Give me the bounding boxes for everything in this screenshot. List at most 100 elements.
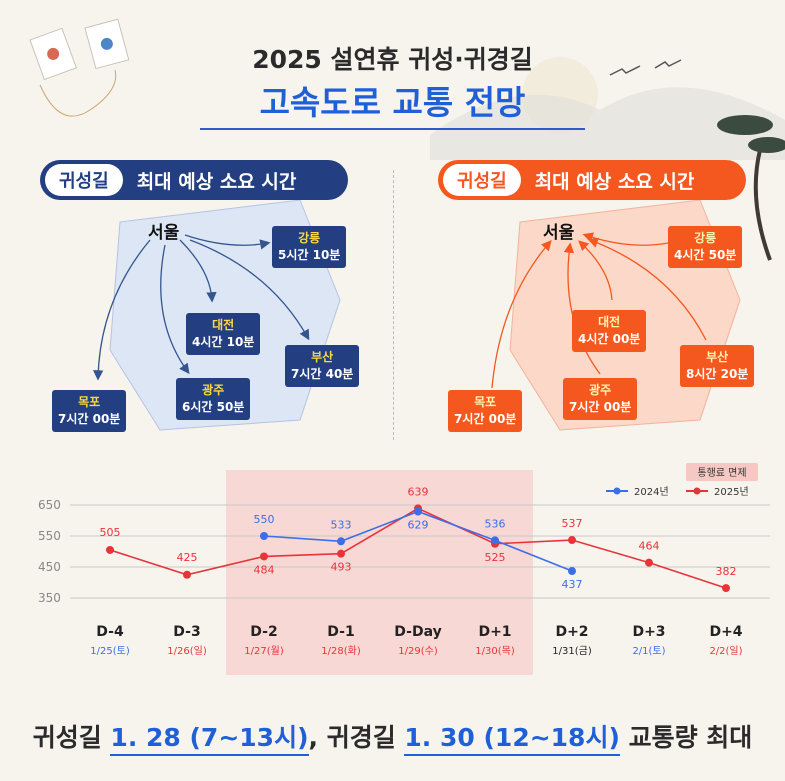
legend-marker: [613, 487, 621, 495]
kite-shape: [84, 18, 130, 70]
route-gangneung-left: 강릉 5시간 10분: [272, 226, 347, 268]
route-mokpo-right: 목포 7시간 00분: [448, 390, 523, 432]
homebound-header: 귀성길 최대 예상 소요 시간: [40, 160, 348, 200]
x-tick-label: D+2: [555, 624, 588, 640]
homebound-label: 최대 예상 소요 시간: [136, 170, 297, 193]
data-label: 437: [562, 578, 583, 591]
data-label: 464: [639, 540, 660, 553]
data-label: 536: [485, 517, 506, 530]
y-tick-label: 350: [38, 591, 61, 605]
kite-shape: [29, 27, 77, 81]
route-gwangju-left: 광주 6시간 50분: [176, 378, 251, 420]
footer-summary: 귀성길 1. 28 (7~13시), 귀경길 1. 30 (12~18시) 교통…: [0, 718, 785, 756]
mountain-shape: [430, 87, 785, 160]
data-point: [337, 549, 345, 558]
route-arrows: [93, 232, 707, 389]
data-label: 629: [408, 519, 429, 532]
data-point: [568, 536, 576, 545]
toll-free-label: 통행료 면제: [697, 467, 746, 479]
crane-bird-shape: [654, 59, 682, 69]
route-gwangju-right: 광주 7시간 00분: [563, 378, 638, 420]
arrow-from-daejeon: [578, 240, 613, 301]
data-point: [260, 552, 268, 561]
arrow-from-busan: [587, 237, 707, 341]
route-gangneung-right: 강릉 4시간 50분: [668, 226, 743, 268]
x-tick-label: D-3: [173, 624, 200, 640]
route-busan-right: 부산 8시간 20분: [680, 345, 755, 387]
x-date-label: 1/31(금): [552, 645, 592, 657]
data-point: [260, 532, 268, 540]
data-point: [645, 558, 653, 567]
data-point: [414, 507, 422, 516]
footer-highlight-1: 1. 28 (7~13시): [110, 723, 309, 756]
data-label: 484: [254, 563, 275, 576]
x-date-label: 1/25(토): [90, 646, 130, 657]
data-point: [106, 545, 114, 554]
data-label: 639: [408, 485, 429, 498]
section-divider: [393, 170, 394, 440]
route-mokpo-left: 목포 7시간 00분: [52, 390, 127, 432]
route-daejeon-right: 대전 4시간 00분: [572, 310, 647, 352]
data-label: 550: [254, 513, 275, 526]
route-daejeon-left: 대전 4시간 10분: [186, 313, 261, 355]
x-date-label: 1/28(화): [321, 645, 361, 657]
data-label: 493: [331, 561, 352, 574]
footer-highlight-2: 1. 30 (12~18시): [404, 723, 620, 756]
x-tick-label: D+1: [478, 624, 511, 640]
return-header: 귀성길 최대 예상 소요 시간: [438, 160, 746, 200]
crane-bird-shape: [609, 65, 641, 76]
x-date-label: 1/30(목): [475, 645, 515, 657]
x-tick-label: D-2: [250, 624, 277, 640]
arrow-from-mokpo: [491, 240, 552, 389]
return-tag: 귀성길: [443, 164, 521, 196]
arrow-from-gangneung: [582, 232, 669, 246]
title-underline: [200, 128, 585, 130]
x-date-label: 1/26(일): [167, 645, 207, 657]
return-label: 최대 예상 소요 시간: [534, 170, 695, 193]
data-point: [337, 537, 345, 546]
legend-marker: [693, 487, 701, 495]
data-point: [568, 567, 576, 576]
data-point: [722, 584, 730, 593]
x-tick-label: D-Day: [394, 624, 441, 640]
data-label: 533: [331, 518, 352, 531]
footer-text-3: 교통량 최대: [619, 723, 753, 752]
data-label: 505: [100, 526, 121, 539]
x-date-label: 2/1(토): [632, 646, 665, 657]
data-point: [491, 536, 499, 545]
page-subtitle: 고속도로 교통 전망: [259, 83, 526, 122]
y-tick-label: 550: [38, 529, 61, 543]
arrow-to-gwangju: [160, 244, 190, 375]
route-busan-left: 부산 7시간 40분: [285, 345, 360, 387]
x-date-label: 1/29(수): [398, 645, 438, 657]
x-tick-label: D+4: [709, 624, 742, 640]
page-title: 2025 설연휴 귀성·귀경길: [252, 45, 533, 74]
arrow-to-gangneung: [184, 234, 271, 250]
x-tick-label: D-4: [96, 624, 124, 640]
homebound-tag: 귀성길: [45, 164, 123, 196]
toll-free-band: [226, 470, 533, 675]
footer-text-2: , 귀경길: [308, 723, 405, 752]
y-tick-label: 650: [38, 498, 61, 512]
y-tick-label: 450: [38, 560, 61, 574]
x-date-label: 1/27(월): [244, 645, 284, 657]
kite-string-shape: [39, 69, 117, 117]
legend-entry: 2024년: [634, 486, 669, 498]
x-tick-label: D-1: [327, 624, 354, 640]
x-tick-label: D+3: [632, 624, 665, 640]
pine-tree-shape: [717, 115, 785, 261]
data-label: 425: [177, 551, 198, 564]
data-label: 525: [485, 551, 506, 564]
x-date-label: 2/2(일): [709, 645, 742, 657]
origin-seoul-right: 서울: [543, 223, 575, 243]
arrow-to-busan: [189, 239, 310, 341]
origin-seoul-left: 서울: [148, 223, 180, 243]
traffic-line-chart: 통행료 면제 650 550 450 350 2024년 2025년 550 533 629 536…: [38, 463, 770, 675]
arrow-to-mokpo: [93, 239, 151, 381]
arrow-to-daejeon: [179, 239, 217, 303]
footer-text-1: 귀성길: [32, 723, 111, 752]
data-label: 537: [562, 517, 583, 530]
legend-entry: 2025년: [714, 486, 749, 498]
toll-free-label-bg: [686, 463, 758, 481]
data-label: 382: [716, 565, 737, 578]
